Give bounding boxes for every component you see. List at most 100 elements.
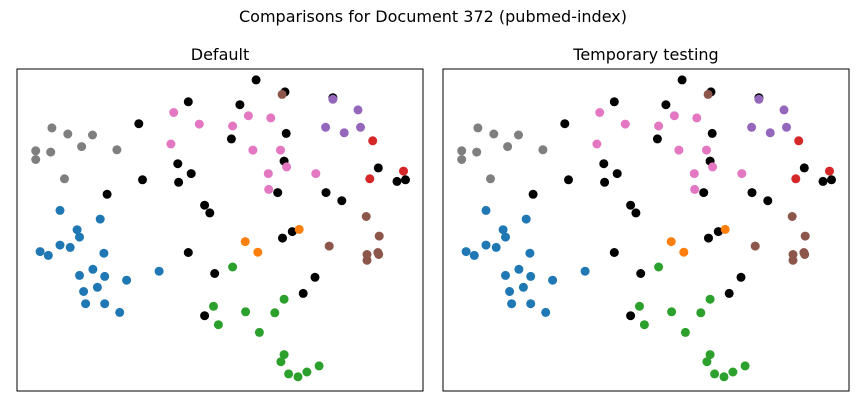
scatter-point — [263, 169, 273, 179]
scatter-point — [707, 128, 717, 138]
scatter-point — [595, 108, 605, 117]
scatter-point — [690, 184, 700, 194]
scatter-point — [669, 111, 679, 121]
scatter-point — [528, 189, 538, 199]
scatter-point — [692, 113, 702, 123]
scatter-point — [210, 269, 220, 278]
scatter-point — [228, 121, 238, 131]
scatter-point — [72, 225, 82, 235]
scatter-point — [514, 130, 523, 140]
scatter-point — [788, 255, 798, 265]
scatter-point — [704, 233, 713, 243]
subplot-title-temporary-testing: Temporary testing — [572, 45, 718, 64]
scatter-point — [580, 266, 590, 276]
scatter-point — [100, 299, 110, 309]
scatter-point — [457, 155, 467, 164]
scatter-point — [754, 94, 764, 104]
scatter-point — [77, 142, 87, 152]
scatter-point — [724, 288, 734, 298]
scatter-point — [505, 287, 515, 296]
scatter-point — [287, 227, 297, 237]
scatter-point — [174, 177, 184, 187]
scatter-point — [324, 241, 334, 251]
scatter-point — [679, 247, 689, 257]
scatter-point — [166, 139, 176, 149]
scatter-point — [294, 224, 304, 234]
scatter-point — [279, 294, 289, 304]
scatter-point — [740, 361, 750, 371]
scatter-point — [92, 282, 102, 292]
scatter-point — [60, 174, 69, 184]
scatter-point — [298, 288, 308, 298]
points-temporary-testing — [457, 75, 836, 382]
scatter-point — [213, 320, 223, 330]
scatter-point — [282, 162, 292, 172]
scatter-point — [401, 175, 410, 185]
scatter-point — [514, 264, 524, 274]
scatter-point — [609, 248, 619, 257]
scatter-point — [599, 159, 609, 169]
scatter-point — [791, 174, 801, 184]
scatter-point — [138, 175, 147, 185]
scatter-point — [293, 372, 303, 382]
scatter-point — [538, 145, 548, 155]
scatter-point — [279, 350, 289, 360]
scatter-point — [667, 307, 677, 317]
scatter-point — [799, 163, 809, 173]
subplot-temporary-testing: Temporary testing — [442, 45, 850, 392]
scatter-point — [200, 311, 210, 321]
scatter-point — [186, 169, 196, 179]
scatter-point — [472, 147, 482, 157]
scatter-point — [264, 184, 274, 194]
scatter-point — [235, 100, 245, 110]
scatter-point — [702, 145, 711, 155]
plot-area-temporary-testing — [442, 68, 850, 392]
scatter-point — [339, 128, 349, 138]
scatter-point — [728, 367, 738, 377]
scatter-point — [705, 350, 715, 360]
scatter-point — [666, 237, 676, 247]
scatter-point — [818, 176, 828, 186]
scatter-point — [521, 214, 531, 224]
scatter-point — [75, 270, 84, 280]
scatter-point — [750, 241, 760, 251]
scatter-point — [526, 299, 536, 309]
scatter-point — [560, 119, 570, 129]
scatter-point — [361, 212, 371, 221]
scatter-point — [779, 105, 789, 115]
scatter-point — [278, 233, 287, 243]
scatter-point — [827, 175, 836, 185]
scatter-point — [541, 307, 551, 317]
scatter-point — [205, 208, 215, 218]
scatter-point — [302, 367, 312, 377]
scatter-point — [481, 205, 491, 215]
scatter-point — [277, 89, 287, 99]
scatter-point — [65, 242, 75, 252]
scatter-point — [800, 250, 810, 259]
scatter-point — [266, 113, 276, 123]
scatter-point — [310, 272, 320, 282]
scatter-point — [356, 122, 365, 132]
scatter-point — [680, 327, 690, 337]
scatter-point — [241, 307, 251, 317]
scatter-point — [270, 308, 280, 318]
scatter-point — [736, 272, 746, 282]
scatter-point — [88, 130, 97, 140]
scatter-point — [481, 240, 491, 250]
scatter-point — [498, 225, 508, 235]
scatter-point — [654, 262, 664, 272]
scatter-point — [55, 205, 65, 215]
scatter-point — [284, 369, 294, 379]
scatter-point — [321, 122, 331, 132]
scatter-point — [501, 232, 510, 242]
scatter-point — [248, 145, 258, 155]
scatter-point — [674, 145, 684, 155]
scatter-point — [626, 311, 636, 321]
scatter-point — [75, 232, 84, 242]
scatter-point — [154, 266, 164, 276]
scatter-point — [311, 169, 321, 179]
scatter-point — [747, 188, 757, 198]
scatter-point — [765, 128, 775, 138]
scatter-point — [713, 227, 723, 237]
